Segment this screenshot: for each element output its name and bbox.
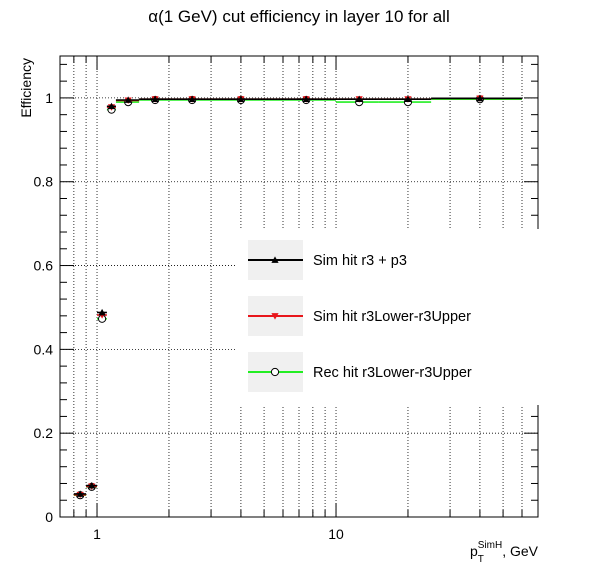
marker-open-circle [270, 367, 280, 377]
marker-triangle-up [188, 95, 196, 103]
legend-label: Rec hit r3Lower-r3Upper [313, 365, 472, 381]
chart-title: α(1 GeV) cut efficiency in layer 10 for … [148, 7, 449, 26]
marker-triangle-up [355, 95, 363, 103]
data-series [73, 94, 522, 500]
x-tick-label: 1 [93, 526, 101, 542]
series-0 [73, 94, 522, 497]
marker-triangle-up [98, 308, 106, 316]
y-tick-label: 0.6 [34, 258, 54, 274]
axis-ticks [59, 56, 539, 518]
marker-triangle-up [88, 481, 96, 489]
x-axis-label-base: p [470, 543, 478, 559]
x-axis-label-subscript: T [478, 554, 484, 565]
marker-triangle-up [76, 490, 84, 497]
marker-triangle-up [237, 95, 245, 103]
marker-triangle-up [151, 95, 159, 103]
marker-triangle-up [404, 95, 412, 103]
y-tick-label: 0.2 [34, 425, 54, 441]
y-tick-label: 0.4 [34, 341, 54, 357]
y-tick-label: 1 [45, 90, 53, 106]
marker-triangle-up [271, 256, 279, 263]
x-axis-label-suffix: , GeV [502, 543, 538, 559]
y-axis-label: Efficiency [18, 58, 34, 118]
y-tick-label: 0.8 [34, 174, 54, 190]
x-tick-label: 10 [328, 526, 344, 542]
marker-triangle-up [124, 96, 132, 103]
legend: Sim hit r3 + p3 Sim hit r3Lower-r3Upper Re… [237, 229, 539, 405]
marker-triangle-up [476, 94, 484, 102]
marker-triangle-down [271, 313, 279, 320]
legend-label: Sim hit r3Lower-r3Upper [313, 309, 471, 325]
marker-triangle-up [302, 95, 310, 103]
legend-label: Sim hit r3 + p3 [313, 253, 407, 269]
y-tick-label: 0 [45, 509, 53, 525]
marker-triangle-up [107, 102, 116, 110]
x-axis-label: pSimH T , GeV [470, 540, 539, 565]
x-axis-label-superscript: SimH [478, 540, 502, 551]
tick-labels: 1 10 0 0.2 0.4 0.6 0.8 1 [34, 90, 344, 542]
